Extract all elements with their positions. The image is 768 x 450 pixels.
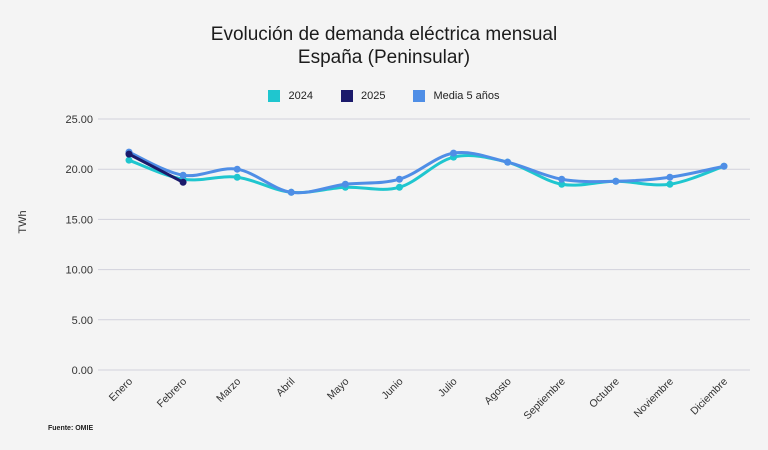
y-tick-label: 0.00 (72, 365, 93, 377)
data-point-media-5-a-os (504, 158, 512, 166)
x-tick-label: Octubre (587, 376, 622, 411)
data-point-2024 (666, 180, 674, 188)
x-tick-label: Abril (274, 376, 297, 399)
legend-item-media: Media 5 años (413, 90, 500, 102)
legend-label-2025: 2025 (360, 90, 386, 102)
y-tick-label: 20.00 (65, 164, 93, 176)
legend-swatch-2025 (340, 90, 353, 102)
data-point-2025 (125, 150, 133, 158)
legend-item-2025: 2025 (340, 90, 386, 102)
x-tick-label: Noviembre (632, 376, 676, 420)
x-tick-label: Mayo (325, 376, 352, 403)
x-tick-label: Febrero (155, 376, 190, 411)
chart-title: Evolución de demanda eléctrica mensual (210, 24, 558, 45)
data-point-media-5-a-os (287, 188, 295, 196)
chart-subtitle: España (Peninsular) (297, 47, 471, 68)
data-point-media-5-a-os (720, 162, 728, 170)
y-axis-label: TWh (17, 210, 29, 233)
y-tick-label: 5.00 (72, 315, 93, 327)
x-tick-label: Enero (107, 376, 135, 404)
legend-label-2024: 2024 (288, 90, 313, 102)
x-tick-label: Septiembre (521, 376, 568, 423)
data-point-2024 (125, 156, 133, 164)
x-tick-label: Junio (379, 376, 405, 402)
series-line-2025 (127, 152, 185, 184)
data-point-2024 (395, 183, 403, 191)
series-line-media-5-a-os (127, 150, 726, 195)
x-tick-label: Julio (436, 376, 460, 400)
y-tick-label: 15.00 (65, 214, 93, 226)
data-point-2024 (558, 180, 566, 188)
data-point-media-5-a-os (341, 180, 349, 188)
legend-swatch-2024 (268, 90, 281, 102)
legend-swatch-media (413, 90, 426, 102)
source-note: Fuente: OMIE (48, 425, 94, 432)
x-tick-label: Marzo (214, 376, 243, 405)
x-tick-label: Diciembre (688, 376, 730, 418)
data-point-media-5-a-os (233, 165, 241, 173)
data-point-media-5-a-os (666, 173, 674, 181)
data-point-2025 (179, 178, 187, 186)
data-point-media-5-a-os (612, 177, 620, 185)
y-tick-label: 25.00 (65, 114, 93, 126)
legend-label-media: Media 5 años (433, 90, 500, 102)
data-point-media-5-a-os (395, 175, 403, 183)
x-tick-label: Agosto (482, 376, 514, 408)
legend-item-2024: 2024 (268, 90, 313, 102)
data-point-media-5-a-os (179, 171, 187, 179)
data-point-media-5-a-os (558, 175, 566, 183)
legend: 2024 2025 Media 5 años (0, 90, 768, 102)
data-point-media-5-a-os (450, 149, 458, 157)
series-line-2024 (127, 154, 726, 195)
y-tick-label: 10.00 (65, 265, 93, 277)
data-point-2024 (233, 173, 241, 181)
